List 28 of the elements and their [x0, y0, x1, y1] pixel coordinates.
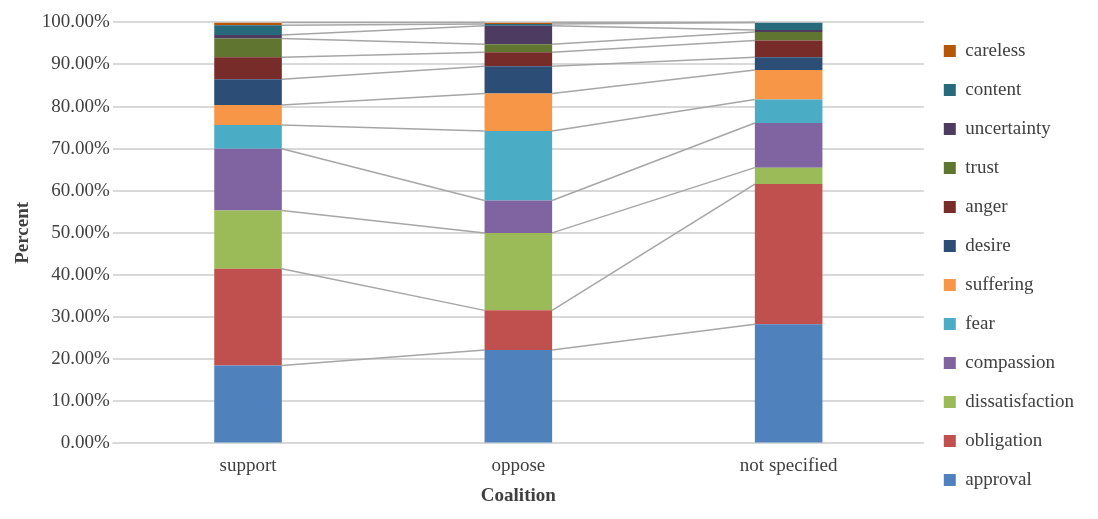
y-tick-label: 80.00%: [51, 94, 111, 116]
legend-label: obligation: [965, 428, 1043, 450]
legend-label: uncertainty: [965, 116, 1052, 138]
legend-label: trust: [965, 155, 1000, 177]
y-tick-label: 60.00%: [51, 178, 111, 200]
y-axis-title: Percent: [11, 201, 33, 264]
legend-label: fear: [965, 311, 996, 333]
y-tick-label: 50.00%: [51, 220, 111, 242]
y-tick-label: 90.00%: [51, 52, 111, 74]
legend-label: compassion: [965, 350, 1056, 372]
y-tick-label: 100.00%: [41, 10, 111, 32]
x-tick-label: not specified: [739, 453, 838, 475]
x-tick-label: oppose: [491, 453, 546, 475]
y-tick-label: 70.00%: [51, 136, 111, 158]
x-axis-title: Coalition: [480, 483, 557, 505]
legend-label: content: [965, 77, 1022, 99]
y-tick-label: 30.00%: [51, 305, 111, 327]
y-tick-label: 20.00%: [51, 347, 111, 369]
legend-label: desire: [965, 233, 1011, 255]
y-tick-label: 40.00%: [51, 262, 111, 284]
y-tick-label: 0.00%: [60, 431, 111, 453]
legend-label: anger: [965, 194, 1009, 216]
y-tick-label: 10.00%: [51, 389, 111, 411]
legend-label: suffering: [965, 272, 1035, 294]
legend-label: approval: [965, 467, 1032, 489]
legend-label: dissatisfaction: [965, 389, 1075, 411]
legend-label: careless: [965, 38, 1026, 60]
x-tick-label: support: [219, 453, 278, 475]
